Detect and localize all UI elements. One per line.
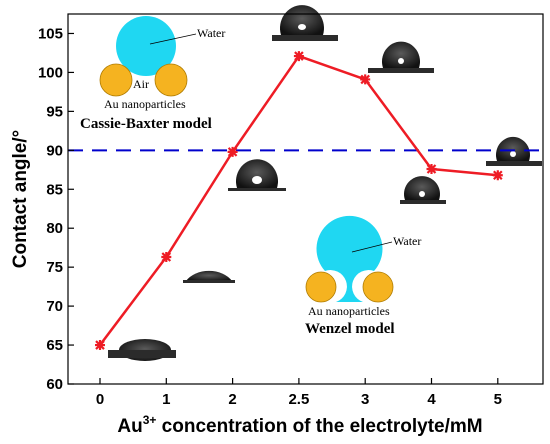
droplet-photo-2p5 [272, 5, 338, 41]
wenzel-nanoparticle-left [305, 271, 337, 303]
cassie-water-label: Water [197, 26, 225, 40]
droplet-photo-0 [108, 339, 176, 361]
droplet-photo-5 [486, 136, 542, 166]
x-axis-title-suffix: concentration of the electrolyte/mM [156, 416, 482, 437]
x-tick-label-1: 1 [162, 391, 170, 408]
inset-layer: Water Air Au nanoparticles Cassie-Baxter… [80, 5, 542, 361]
data-point-3 [293, 51, 304, 62]
data-point-2 [227, 146, 238, 157]
x-tick-label-4: 3 [361, 391, 369, 408]
cassie-water-pointer [149, 33, 197, 45]
x-tick-label-6: 5 [494, 391, 502, 408]
x-axis-title-superscript: 3+ [143, 413, 157, 427]
data-point-4 [360, 74, 371, 85]
wenzel-model-label: Wenzel model [305, 321, 395, 337]
y-tick-label-3: 75 [46, 259, 63, 276]
droplet-photo-4 [400, 176, 446, 204]
x-axis-title: Au3+ concentration of the electrolyte/mM [117, 413, 482, 437]
wenzel-inset: Water Au nanoparticles Wenzel model [305, 215, 421, 337]
axes [67, 13, 544, 385]
y-axis-title: Contact angle/° [10, 130, 31, 269]
cassie-model-label: Cassie-Baxter model [80, 116, 212, 132]
y-tick-label-9: 105 [38, 25, 63, 42]
wenzel-nanoparticle-right [362, 271, 394, 303]
x-tick-label-2: 2 [228, 391, 236, 408]
data-point-5 [426, 164, 437, 175]
droplet-photo-1 [183, 270, 235, 283]
x-axis-title-prefix: Au [117, 416, 142, 437]
wenzel-water-pointer [351, 241, 393, 253]
data-point-0 [95, 340, 105, 351]
y-tick-label-6: 90 [46, 142, 63, 159]
series-layer [95, 51, 503, 351]
x-tick-label-3: 2.5 [288, 391, 309, 408]
wenzel-water-label: Water [393, 234, 421, 248]
droplet-photo-3 [368, 41, 434, 73]
x-axis-ticks: 0 1 2 2.5 3 4 5 [96, 378, 502, 408]
wenzel-np-label: Au nanoparticles [308, 304, 390, 318]
y-axis-ticks: 60 65 70 75 80 85 90 95 100 105 [38, 25, 74, 393]
cassie-nanoparticle-left [99, 63, 133, 97]
cassie-nanoparticle-right [154, 63, 188, 97]
cassie-water-drop [116, 16, 176, 76]
cassie-np-label: Au nanoparticles [104, 97, 186, 111]
y-tick-label-5: 85 [46, 181, 63, 198]
wenzel-water-drop [316, 215, 383, 302]
cassie-air-label: Air [133, 77, 149, 91]
data-point-6 [492, 170, 503, 181]
x-tick-label-0: 0 [96, 391, 104, 408]
plot-frame [67, 13, 544, 385]
y-tick-label-8: 100 [38, 64, 63, 81]
y-tick-label-7: 95 [46, 103, 63, 120]
y-tick-label-1: 65 [46, 337, 63, 354]
cassie-baxter-inset: Water Air Au nanoparticles Cassie-Baxter… [80, 16, 225, 132]
droplet-photo-2 [228, 159, 286, 191]
y-tick-label-0: 60 [46, 376, 63, 393]
y-tick-label-4: 80 [46, 220, 63, 237]
data-point-1 [161, 252, 172, 263]
x-tick-label-5: 4 [427, 391, 436, 408]
y-tick-label-2: 70 [46, 298, 63, 315]
